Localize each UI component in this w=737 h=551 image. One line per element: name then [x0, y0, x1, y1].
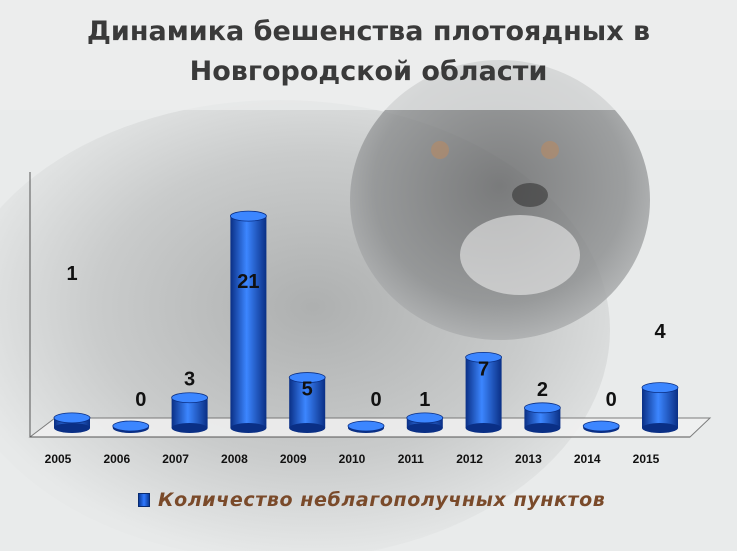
- chart-bars: [53, 210, 679, 433]
- x-tick-label-2012: 2012: [456, 452, 483, 466]
- bar-2005: [53, 412, 91, 433]
- value-label-2012: 7: [478, 358, 489, 380]
- chart-value-labels: 1 0 3 21 5 0 1 7 2 0 4: [66, 263, 666, 411]
- value-label-2007: 3: [184, 369, 195, 391]
- legend-swatch: [138, 493, 150, 507]
- bar-2006: [112, 420, 150, 433]
- x-tick-label-2014: 2014: [574, 452, 601, 466]
- value-label-2011: 1: [419, 389, 430, 411]
- x-tick-label-2013: 2013: [515, 452, 542, 466]
- bar-2015: [641, 382, 679, 433]
- bar-2011: [406, 412, 444, 433]
- x-tick-label-2011: 2011: [398, 452, 424, 466]
- bar-2008: [229, 210, 267, 433]
- x-tick-label-2008: 2008: [221, 452, 248, 466]
- x-tick-label-2009: 2009: [280, 452, 307, 466]
- chart-legend: Количество неблагополучных пунктов: [138, 489, 605, 511]
- value-label-2014: 0: [606, 389, 617, 411]
- bar-2014: [582, 420, 620, 433]
- bar-2007: [171, 392, 209, 433]
- x-tick-label-2006: 2006: [103, 452, 130, 466]
- x-tick-label-2010: 2010: [339, 452, 366, 466]
- x-tick-label-2005: 2005: [45, 452, 72, 466]
- legend-label: Количество неблагополучных пунктов: [158, 489, 606, 511]
- x-tick-label-2007: 2007: [162, 452, 189, 466]
- bar-2013: [524, 402, 561, 433]
- bar-2010: [347, 420, 385, 433]
- value-label-2008: 21: [237, 271, 259, 293]
- chart-x-tick-labels: 2005 2006 2007 2008 2009 2010 2011 2012 2013 2014…: [45, 452, 660, 466]
- value-label-2006: 0: [135, 389, 146, 411]
- value-label-2015: 4: [654, 321, 666, 343]
- chart-title: Динамика бешенства плотоядных в Новгород…: [86, 16, 651, 87]
- bar-2012: [465, 351, 503, 433]
- x-tick-label-2015: 2015: [633, 452, 660, 466]
- value-label-2013: 2: [537, 379, 548, 401]
- value-label-2005: 1: [66, 263, 77, 285]
- value-label-2009: 5: [302, 379, 313, 401]
- value-label-2010: 0: [370, 389, 381, 411]
- bar-2009: [288, 372, 326, 433]
